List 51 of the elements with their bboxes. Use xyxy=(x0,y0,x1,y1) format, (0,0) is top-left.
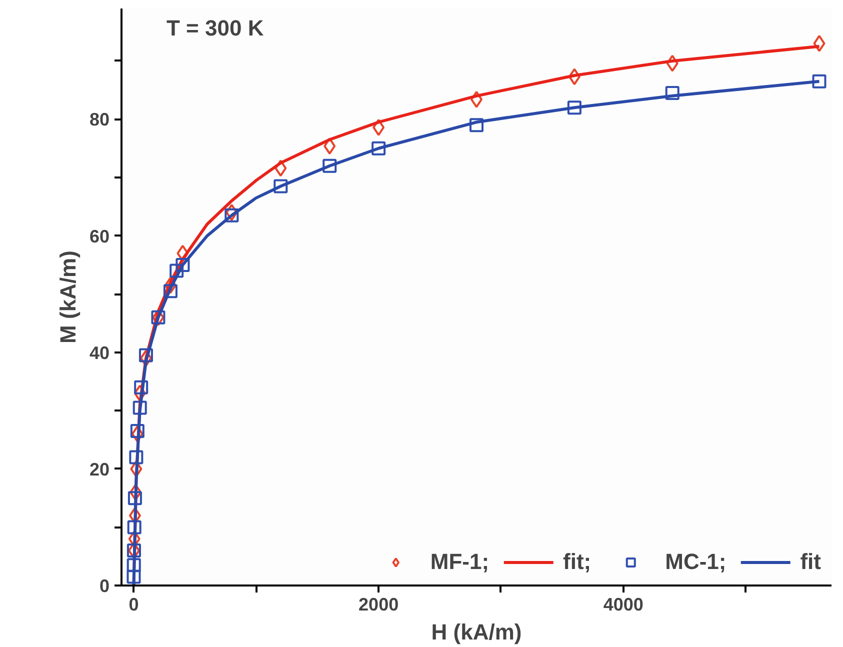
point xyxy=(170,264,184,278)
y-tick-label: 0 xyxy=(99,576,110,596)
point xyxy=(128,507,141,524)
point xyxy=(176,244,189,262)
point xyxy=(666,54,678,72)
legend-label: MF-1; xyxy=(430,549,490,575)
point xyxy=(127,520,142,534)
legend-label: fit xyxy=(800,549,821,575)
point xyxy=(134,384,146,402)
point xyxy=(164,276,176,294)
x-tick-label: 0 xyxy=(128,594,139,614)
point xyxy=(132,400,147,415)
point xyxy=(324,138,336,155)
point xyxy=(813,34,826,52)
legend-label: fit; xyxy=(563,549,592,575)
point xyxy=(134,380,148,394)
point xyxy=(128,491,142,506)
annotation: T = 300 K xyxy=(166,16,264,40)
point xyxy=(128,530,140,548)
point xyxy=(131,425,144,442)
point xyxy=(126,570,141,584)
point xyxy=(226,204,238,221)
y-tick-label: 20 xyxy=(89,459,110,480)
point xyxy=(372,118,385,136)
point xyxy=(568,68,580,86)
point xyxy=(163,284,178,298)
y-tick-label: 40 xyxy=(89,342,110,363)
point xyxy=(274,160,287,177)
point xyxy=(130,424,144,438)
point xyxy=(274,179,288,194)
x-tick-label: 2000 xyxy=(358,594,399,614)
point xyxy=(126,558,141,572)
point xyxy=(812,74,826,88)
point xyxy=(140,350,152,367)
point xyxy=(129,450,144,464)
point xyxy=(224,208,239,222)
point xyxy=(470,118,484,132)
x-tick-label: 4000 xyxy=(603,594,644,614)
legend-label: MC-1; xyxy=(665,549,726,575)
point xyxy=(130,460,142,478)
point xyxy=(138,348,153,362)
point xyxy=(665,86,680,100)
point xyxy=(567,100,582,115)
y-axis-title: M (kA/m) xyxy=(55,250,80,344)
y-tick-label: 60 xyxy=(89,226,110,246)
point xyxy=(372,141,386,156)
y-tick-label: 80 xyxy=(89,110,110,130)
point xyxy=(176,258,190,272)
x-axis-title: H (kA/m) xyxy=(431,620,522,644)
point xyxy=(322,158,337,173)
point xyxy=(130,484,142,501)
